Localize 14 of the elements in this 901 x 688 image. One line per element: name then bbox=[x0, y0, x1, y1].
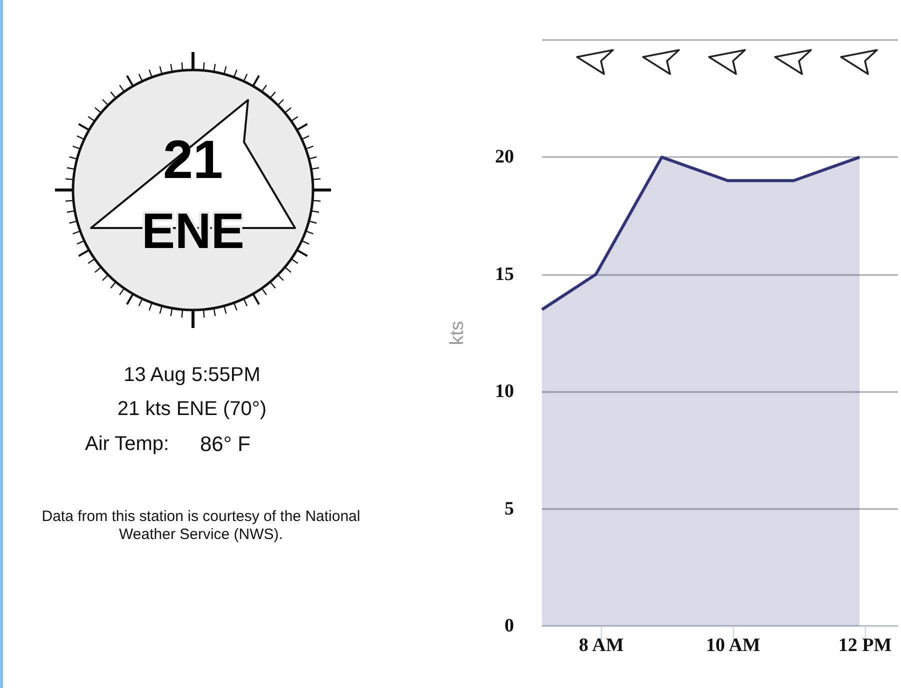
y-axis-title: kts bbox=[447, 320, 468, 346]
text: 21 kts ENE (70°) bbox=[116, 398, 268, 421]
y-tick-label: 20 bbox=[495, 146, 514, 168]
y-tick-label: 10 bbox=[495, 381, 514, 402]
y-tick-label: 15 bbox=[495, 264, 514, 285]
y-tick-label: 5 bbox=[504, 498, 514, 520]
text: Air Temp: bbox=[85, 433, 170, 456]
x-tick-label: 8 AM bbox=[578, 635, 624, 656]
text: 86° F bbox=[200, 433, 250, 457]
text: 13 Aug 5:55PM bbox=[122, 364, 262, 387]
text: Data from this station is courtesy of the National Weather Service (NWS). bbox=[40, 508, 362, 544]
x-tick-label: 10 AM bbox=[706, 635, 760, 656]
x-tick-label: 12 PM bbox=[838, 635, 892, 656]
y-tick-label: 0 bbox=[504, 616, 514, 636]
